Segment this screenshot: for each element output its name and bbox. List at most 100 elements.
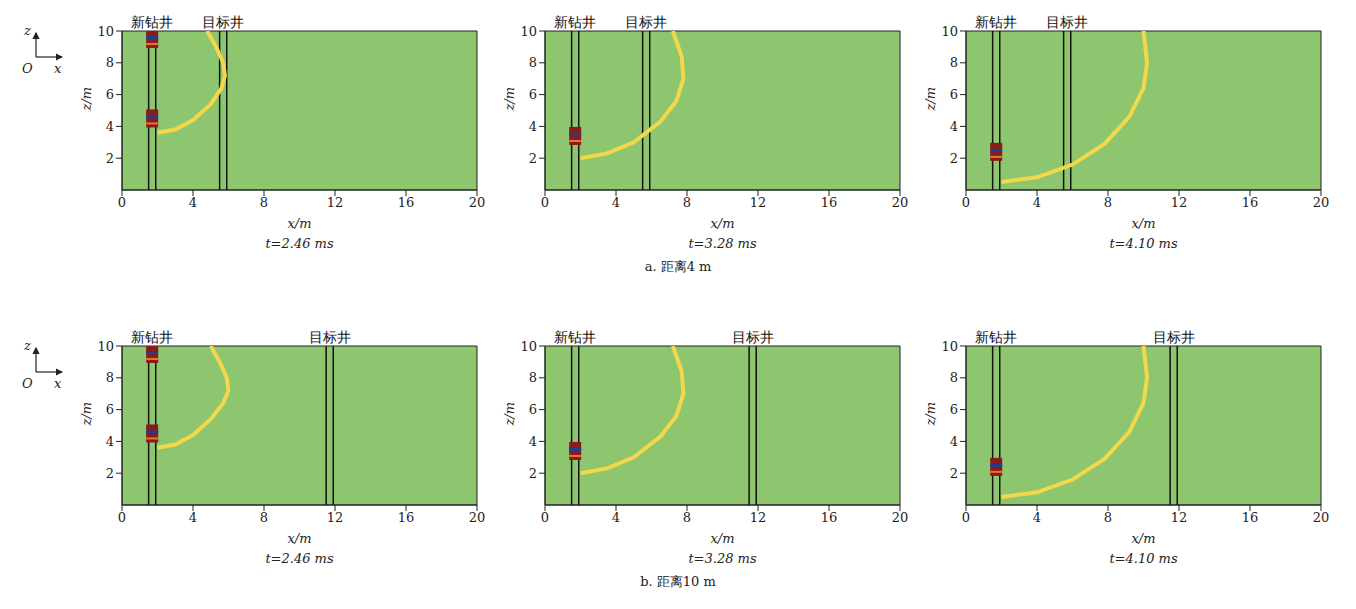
svg-text:新钻井: 新钻井 xyxy=(131,329,173,345)
svg-text:目标井: 目标井 xyxy=(309,329,351,345)
svg-text:12: 12 xyxy=(327,195,344,210)
svg-text:6: 6 xyxy=(106,87,114,102)
svg-text:6: 6 xyxy=(529,87,537,102)
svg-text:x: x xyxy=(54,376,62,391)
svg-text:20: 20 xyxy=(1313,195,1330,210)
svg-text:8: 8 xyxy=(683,510,691,525)
svg-text:z/m: z/m xyxy=(79,87,94,112)
svg-text:20: 20 xyxy=(469,510,486,525)
svg-text:0: 0 xyxy=(118,510,126,525)
html-text:t=4.10 ms: t=4.10 ms xyxy=(1109,236,1178,251)
svg-text:10: 10 xyxy=(97,339,114,354)
svg-text:12: 12 xyxy=(327,510,344,525)
svg-text:10: 10 xyxy=(520,24,537,39)
svg-text:12: 12 xyxy=(750,510,767,525)
svg-text:0: 0 xyxy=(118,195,126,210)
svg-text:2: 2 xyxy=(529,466,537,481)
svg-text:8: 8 xyxy=(260,195,268,210)
svg-text:O: O xyxy=(22,61,33,76)
svg-text:10: 10 xyxy=(941,24,958,39)
svg-text:目标井: 目标井 xyxy=(1153,329,1195,345)
svg-text:目标井: 目标井 xyxy=(202,14,244,30)
svg-text:z/m: z/m xyxy=(502,402,517,427)
svg-text:8: 8 xyxy=(106,370,114,385)
svg-text:4: 4 xyxy=(189,195,197,210)
svg-text:8: 8 xyxy=(529,55,537,70)
svg-text:12: 12 xyxy=(750,195,767,210)
svg-text:z/m: z/m xyxy=(79,402,94,427)
svg-text:4: 4 xyxy=(950,434,958,449)
svg-text:4: 4 xyxy=(189,510,197,525)
svg-text:4: 4 xyxy=(612,510,620,525)
svg-text:新钻井: 新钻井 xyxy=(975,14,1017,30)
svg-text:16: 16 xyxy=(821,510,838,525)
svg-text:16: 16 xyxy=(398,510,415,525)
svg-text:新钻井: 新钻井 xyxy=(554,329,596,345)
svg-text:2: 2 xyxy=(106,151,114,166)
svg-text:新钻井: 新钻井 xyxy=(975,329,1017,345)
svg-text:20: 20 xyxy=(1313,510,1330,525)
svg-text:8: 8 xyxy=(1104,195,1112,210)
svg-text:x/m: x/m xyxy=(710,531,734,546)
svg-text:x/m: x/m xyxy=(287,531,311,546)
svg-text:8: 8 xyxy=(106,55,114,70)
svg-text:8: 8 xyxy=(1104,510,1112,525)
svg-text:x/m: x/m xyxy=(710,216,734,231)
html-text:t=2.46 ms: t=2.46 ms xyxy=(265,551,334,566)
svg-text:10: 10 xyxy=(941,339,958,354)
svg-text:目标井: 目标井 xyxy=(732,329,774,345)
html-text:t=3.28 ms: t=3.28 ms xyxy=(688,236,757,251)
svg-text:z/m: z/m xyxy=(923,87,938,112)
svg-text:z/m: z/m xyxy=(502,87,517,112)
svg-text:新钻井: 新钻井 xyxy=(554,14,596,30)
svg-text:12: 12 xyxy=(1171,195,1188,210)
svg-text:6: 6 xyxy=(529,402,537,417)
svg-text:2: 2 xyxy=(950,151,958,166)
svg-text:8: 8 xyxy=(529,370,537,385)
svg-text:x/m: x/m xyxy=(1131,531,1155,546)
svg-text:6: 6 xyxy=(106,402,114,417)
svg-text:4: 4 xyxy=(1033,510,1041,525)
svg-text:z: z xyxy=(23,23,31,38)
svg-text:20: 20 xyxy=(892,195,909,210)
svg-text:8: 8 xyxy=(683,195,691,210)
svg-text:0: 0 xyxy=(962,510,970,525)
svg-text:4: 4 xyxy=(612,195,620,210)
svg-text:10: 10 xyxy=(520,339,537,354)
svg-text:0: 0 xyxy=(541,195,549,210)
svg-text:z/m: z/m xyxy=(923,402,938,427)
svg-text:x: x xyxy=(54,61,62,76)
svg-text:新钻井: 新钻井 xyxy=(131,14,173,30)
svg-text:16: 16 xyxy=(398,195,415,210)
svg-text:20: 20 xyxy=(469,195,486,210)
svg-text:O: O xyxy=(22,376,33,391)
svg-text:z: z xyxy=(23,338,31,353)
svg-text:10: 10 xyxy=(97,24,114,39)
svg-text:4: 4 xyxy=(529,434,537,449)
svg-text:16: 16 xyxy=(821,195,838,210)
svg-text:8: 8 xyxy=(950,55,958,70)
svg-text:x/m: x/m xyxy=(287,216,311,231)
svg-text:8: 8 xyxy=(260,510,268,525)
svg-text:2: 2 xyxy=(529,151,537,166)
svg-text:8: 8 xyxy=(950,370,958,385)
svg-text:4: 4 xyxy=(106,434,114,449)
svg-text:20: 20 xyxy=(892,510,909,525)
svg-text:目标井: 目标井 xyxy=(1046,14,1088,30)
svg-text:6: 6 xyxy=(950,402,958,417)
svg-text:12: 12 xyxy=(1171,510,1188,525)
svg-text:4: 4 xyxy=(950,119,958,134)
svg-text:0: 0 xyxy=(541,510,549,525)
svg-text:6: 6 xyxy=(950,87,958,102)
svg-text:4: 4 xyxy=(529,119,537,134)
svg-text:4: 4 xyxy=(106,119,114,134)
svg-text:x/m: x/m xyxy=(1131,216,1155,231)
svg-text:2: 2 xyxy=(950,466,958,481)
svg-text:0: 0 xyxy=(962,195,970,210)
svg-text:16: 16 xyxy=(1242,195,1259,210)
html-text:t=2.46 ms: t=2.46 ms xyxy=(265,236,334,251)
svg-text:2: 2 xyxy=(106,466,114,481)
svg-text:16: 16 xyxy=(1242,510,1259,525)
svg-text:4: 4 xyxy=(1033,195,1041,210)
svg-text:目标井: 目标井 xyxy=(625,14,667,30)
